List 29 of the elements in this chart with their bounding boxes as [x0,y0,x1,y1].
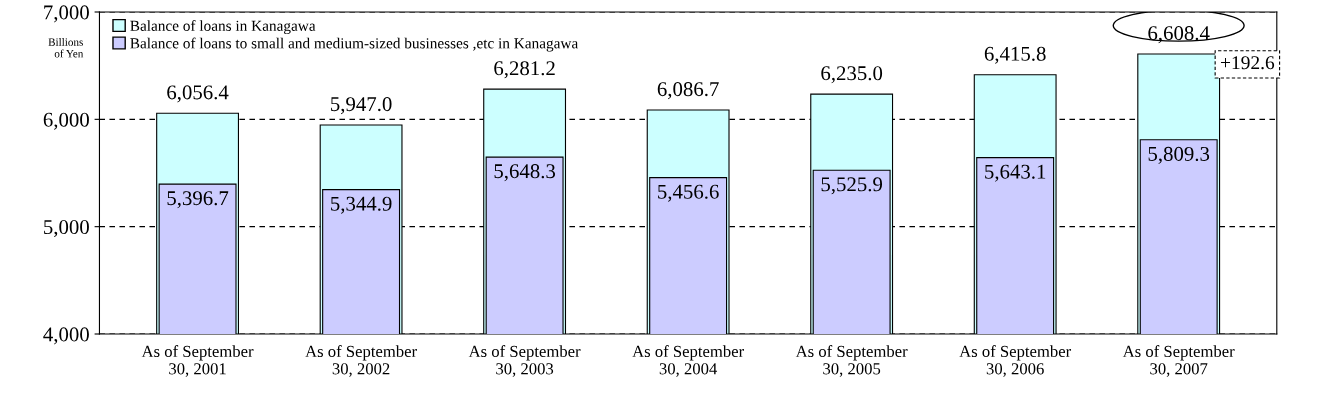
data-label: 5,947.0 [331,97,392,115]
x-tick-label: As of September 30, 2005 [795,345,908,377]
data-label: 6,281.2 [494,61,555,79]
data-label: 5,456.6 [658,184,719,202]
legend-label: Balance of loans in Kanagawa [130,20,316,35]
data-label: 5,809.3 [1148,146,1210,164]
y-tick-label: 4,000 [43,327,89,345]
x-tick-label: As of September 30, 2006 [959,345,1072,377]
data-label: 5,344.9 [331,196,392,214]
data-label: 6,415.8 [984,46,1046,64]
y-tick-label: 6,000 [43,112,89,130]
x-tick-label: As of September 30, 2001 [141,345,254,377]
data-label: 6,056.4 [167,85,229,103]
x-tick-label: As of September 30, 2007 [1122,345,1235,377]
data-label: 6,086.7 [657,82,719,100]
data-label: 6,608.4 [1148,26,1210,44]
data-label: 5,396.7 [167,191,229,209]
data-label: 5,643.1 [985,164,1046,182]
data-label: 5,525.9 [821,177,883,195]
y-tick-label: 5,000 [44,220,89,238]
annotation: +192.6 [1220,56,1275,70]
data-label: 5,648.3 [494,164,556,182]
x-tick-label: As of September 30, 2002 [305,345,417,377]
legend-label: Balance of loans to small and medium-sized businesses ,etc in Kanagawa [130,37,579,52]
y-tick-label: 7,000 [44,5,89,23]
data-label: 6,235.0 [821,66,883,84]
x-tick-label: As of September 30, 2004 [632,345,744,377]
x-tick-label: As of September 30, 2003 [468,345,581,377]
y-axis-title: Billions of Yen [48,38,84,58]
